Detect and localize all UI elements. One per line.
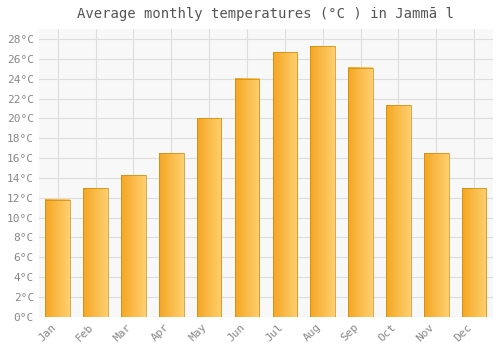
Bar [310, 46, 335, 317]
Bar [272, 52, 297, 317]
Title: Average monthly temperatures (°C ) in Jammā l: Average monthly temperatures (°C ) in Ja… [78, 7, 454, 21]
Bar [46, 200, 70, 317]
Bar [159, 153, 184, 317]
Bar [84, 188, 108, 317]
Bar [462, 188, 486, 317]
Bar [424, 153, 448, 317]
Bar [121, 175, 146, 317]
Bar [197, 118, 222, 317]
Bar [348, 68, 373, 317]
Bar [234, 79, 260, 317]
Bar [386, 105, 410, 317]
